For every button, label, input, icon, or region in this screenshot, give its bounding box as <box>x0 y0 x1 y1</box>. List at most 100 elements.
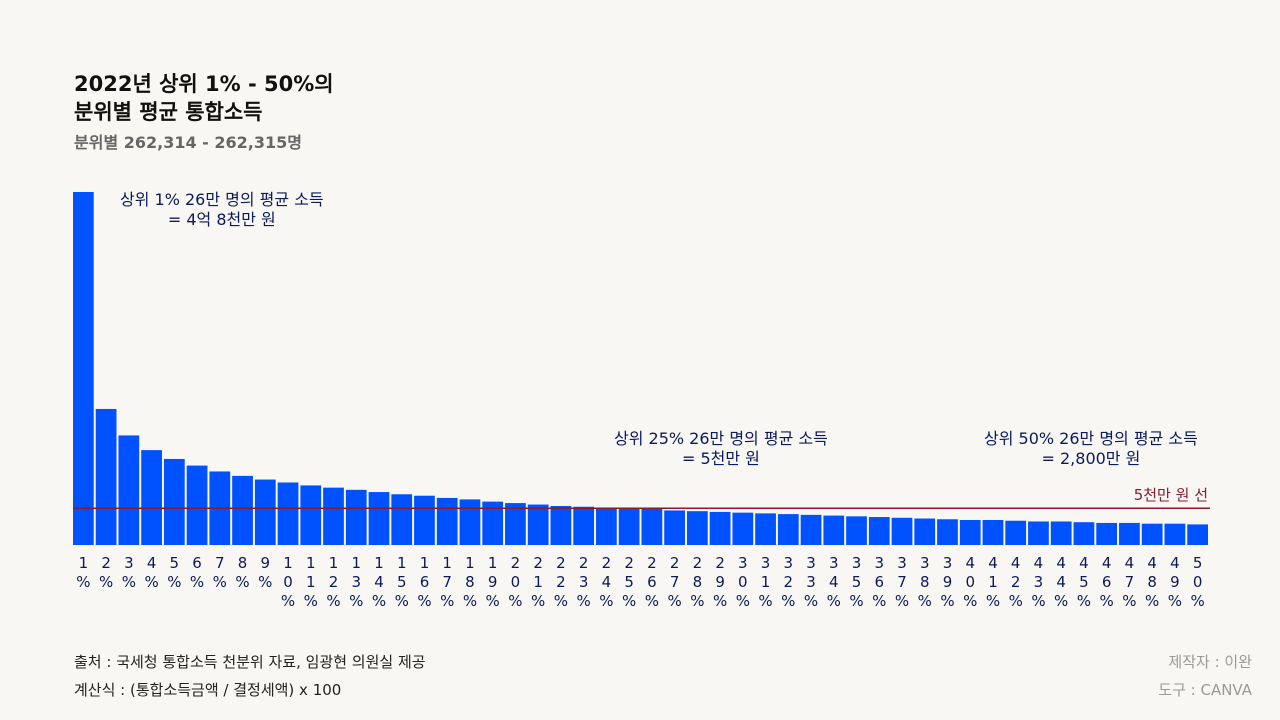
bar-6pct <box>186 465 208 545</box>
x-tick-label: 4 7% <box>1122 554 1136 610</box>
footer-notes: 출처 : 국세청 통합소득 천분위 자료, 임광현 의원실 제공 계산식 : (… <box>74 648 426 704</box>
x-tick-label: 1 4% <box>372 554 386 610</box>
x-tick-label: 3 5% <box>849 554 863 610</box>
bar-2pct <box>95 408 117 545</box>
x-tick-label: 2 7% <box>667 554 681 610</box>
x-tick-label: 4 0% <box>963 554 977 610</box>
x-tick-label: 4 1% <box>986 554 1000 610</box>
bar-21pct <box>527 504 549 545</box>
x-tick-label: 6% <box>190 554 204 591</box>
x-tick-label: 5 0% <box>1190 554 1204 610</box>
x-tick-label: 3 3% <box>804 554 818 610</box>
bar-31pct <box>755 513 776 545</box>
bar-44pct <box>1050 521 1072 545</box>
bar-18pct <box>459 499 481 545</box>
bar-39pct <box>937 519 958 545</box>
x-tick-label: 1 1% <box>304 554 318 610</box>
bar-49pct <box>1164 523 1186 545</box>
chart-title-line-2: 분위별 평균 통합소득 <box>74 100 263 124</box>
bar-22pct <box>550 506 572 545</box>
x-tick-label: 3 7% <box>895 554 909 610</box>
author-credit: 제작자 : 이완 <box>1168 653 1252 671</box>
x-tick-label: 2% <box>99 554 113 591</box>
bar-35pct <box>846 516 867 545</box>
annotation-top-1: 상위 1% 26만 명의 평균 소득 = 4억 8천만 원 <box>120 190 324 230</box>
bar-25pct <box>618 508 640 545</box>
x-tick-label: 4 2% <box>1009 554 1023 610</box>
bar-15pct <box>391 494 413 545</box>
bar-30pct <box>732 512 754 545</box>
x-tick-label: 4 3% <box>1031 554 1045 610</box>
footer-credits: 제작자 : 이완 도구 : CANVA <box>1158 648 1252 704</box>
bar-12pct <box>323 487 344 545</box>
x-tick-label: 2 0% <box>508 554 522 610</box>
x-tick-label: 1 0% <box>281 554 295 610</box>
chart-title: 2022년 상위 1% - 50%의 분위별 평균 통합소득 <box>74 70 334 126</box>
bar-16pct <box>414 495 435 545</box>
annotation-top-50: 상위 50% 26만 명의 평균 소득 = 2,800만 원 <box>984 429 1198 469</box>
bar-47pct <box>1119 522 1140 545</box>
bar-9pct <box>254 479 276 545</box>
bar-20pct <box>505 503 526 545</box>
x-tick-label: 2 1% <box>531 554 545 610</box>
bar-34pct <box>823 515 845 545</box>
annotation-top-50-line-2: = 2,800만 원 <box>1041 449 1141 468</box>
x-tick-label: 5% <box>167 554 181 591</box>
x-tick-label: 2 3% <box>577 554 591 610</box>
x-tick-label: 3 6% <box>872 554 886 610</box>
x-tick-label: 4 4% <box>1054 554 1068 610</box>
bar-3pct <box>118 435 140 545</box>
bar-28pct <box>686 511 708 545</box>
x-tick-label: 2 9% <box>713 554 727 610</box>
x-tick-label: 4 8% <box>1145 554 1159 610</box>
bar-38pct <box>914 518 936 545</box>
x-tick-label: 1 7% <box>440 554 454 610</box>
x-tick-label: 1 3% <box>349 554 363 610</box>
bar-27pct <box>664 510 685 545</box>
bar-8pct <box>232 475 253 545</box>
annotation-top-50-line-1: 상위 50% 26만 명의 평균 소득 <box>984 429 1198 448</box>
bar-10pct <box>277 482 299 545</box>
x-tick-label: 3% <box>122 554 136 591</box>
bar-26pct <box>641 508 663 545</box>
x-tick-label: 1 9% <box>486 554 500 610</box>
bar-32pct <box>777 514 799 545</box>
bar-46pct <box>1096 522 1118 545</box>
x-tick-label: 4 5% <box>1077 554 1091 610</box>
bar-45pct <box>1073 522 1095 545</box>
x-tick-label: 3 4% <box>827 554 841 610</box>
bar-41pct <box>982 520 1004 545</box>
x-tick-label: 1 5% <box>395 554 409 610</box>
x-tick-label: 2 2% <box>554 554 568 610</box>
bar-17pct <box>436 497 458 545</box>
x-tick-label: 3 2% <box>781 554 795 610</box>
x-tick-label: 1 2% <box>326 554 340 610</box>
bar-50pct <box>1187 524 1208 545</box>
x-tick-label: 9% <box>258 554 272 591</box>
x-tick-label: 4 6% <box>1100 554 1114 610</box>
x-tick-label: 3 8% <box>918 554 932 610</box>
annotation-top-1-line-2: = 4억 8천만 원 <box>167 210 276 229</box>
annotation-top-25: 상위 25% 26만 명의 평균 소득 = 5천만 원 <box>614 429 828 469</box>
bar-43pct <box>1028 521 1049 545</box>
bar-48pct <box>1141 523 1163 545</box>
bar-19pct <box>482 501 504 545</box>
x-tick-label: 1% <box>76 554 90 591</box>
annotation-top-1-line-1: 상위 1% 26만 명의 평균 소득 <box>120 190 324 209</box>
bar-11pct <box>300 485 322 545</box>
bar-1pct <box>73 192 94 545</box>
bar-24pct <box>596 508 617 545</box>
bar-40pct <box>959 520 981 545</box>
x-tick-label: 2 8% <box>690 554 704 610</box>
chart-title-line-1: 2022년 상위 1% - 50%의 <box>74 72 334 96</box>
x-tick-label: 4 9% <box>1168 554 1182 610</box>
bar-5pct <box>163 458 185 545</box>
bar-42pct <box>1005 520 1027 545</box>
x-tick-label: 4% <box>144 554 158 591</box>
tool-credit: 도구 : CANVA <box>1158 681 1252 699</box>
bar-13pct <box>345 489 367 545</box>
x-tick-label: 2 6% <box>645 554 659 610</box>
x-tick-label: 8% <box>235 554 249 591</box>
reference-line-label: 5천만 원 선 <box>1133 486 1208 504</box>
